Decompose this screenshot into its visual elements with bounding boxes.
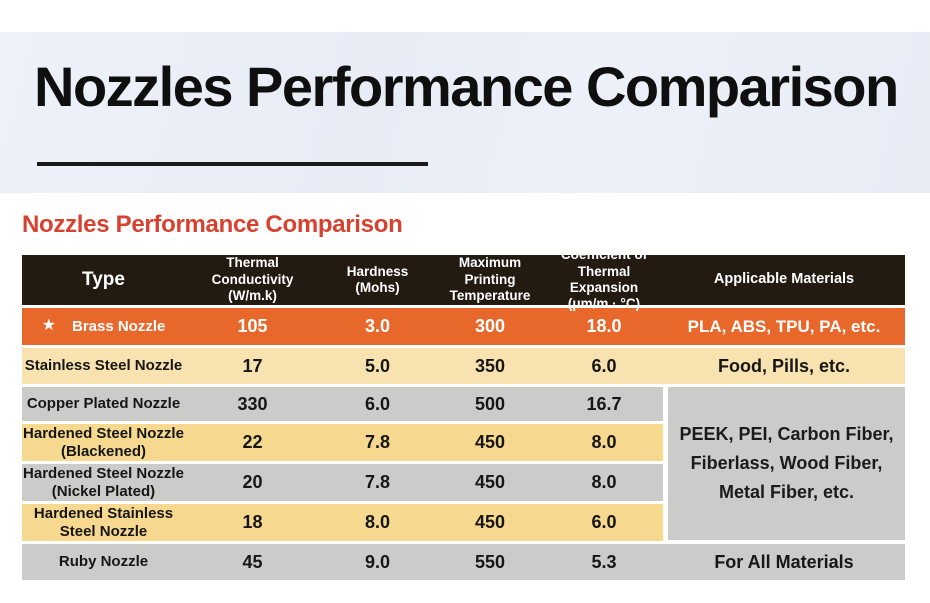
cell-hardness: 8.0	[320, 504, 435, 541]
nozzle-name: Brass Nozzle	[71, 317, 166, 335]
cell-type: ★ Brass Nozzle	[22, 308, 185, 345]
cell-thermal-conductivity: 17	[242, 355, 263, 376]
cell-thermal-conductivity: 105	[237, 316, 268, 336]
hero-banner: Nozzles Performance Comparison	[0, 32, 930, 193]
comparison-table: Type Thermal Conductivity (W/m.k) Hardne…	[22, 247, 905, 580]
cell-max-printing-temperature: 450	[435, 464, 545, 501]
cell-max-printing-temperature: 450	[435, 424, 545, 461]
col-header-thermal-conductivity: Thermal Conductivity (W/m.k)	[211, 255, 294, 304]
cell-coefficient: 5.3	[591, 551, 617, 572]
table-row-stainless-steel-nozzle: Stainless Steel Nozzle 17 5.0 350 6.0 Fo…	[22, 348, 905, 384]
table-row-hardened-stainless-steel-nozzle: Hardened Stainless Steel Nozzle 18 8.0 4…	[22, 504, 905, 541]
cell-max-printing-temperature: 500	[435, 387, 545, 421]
merged-applicable-materials-cell: PEEK, PEI, Carbon Fiber, Fiberlass, Wood…	[668, 387, 905, 540]
title-underline	[37, 162, 428, 166]
cell-hardness: 7.8	[320, 464, 435, 501]
cell-type: Hardened Steel Nozzle (Blackened)	[22, 424, 185, 461]
cell-thermal-conductivity: 20	[185, 464, 320, 501]
cell-type: Stainless Steel Nozzle	[24, 357, 183, 375]
cell-max-printing-temperature: 300	[474, 316, 506, 336]
cell-type: Hardened Steel Nozzle (Nickel Plated)	[22, 464, 185, 501]
table-header-row: Type Thermal Conductivity (W/m.k) Hardne…	[22, 247, 905, 312]
cell-coefficient: 8.0	[545, 424, 663, 461]
hero-title: Nozzles Performance Comparison	[34, 55, 899, 118]
cell-coefficient: 8.0	[545, 464, 663, 501]
star-icon: ★	[41, 316, 56, 334]
table-row-brass-nozzle: ★ Brass Nozzle 105 3.0 300 18.0 PLA, ABS…	[22, 308, 905, 345]
col-header-type: Type	[82, 269, 125, 291]
table-row-hardened-steel-nozzle-blackened: Hardened Steel Nozzle (Blackened) 22 7.8…	[22, 424, 905, 461]
col-header-max-printing-temperature: Maximum Printing Temperature	[449, 255, 531, 304]
cell-thermal-conductivity: 18	[185, 504, 320, 541]
cell-coefficient: 18.0	[586, 316, 622, 336]
cell-coefficient: 6.0	[545, 504, 663, 541]
cell-hardness: 7.8	[320, 424, 435, 461]
table-row-ruby-nozzle: Ruby Nozzle 45 9.0 550 5.3 For All Mater…	[22, 544, 905, 580]
cell-coefficient: 16.7	[545, 387, 663, 421]
cell-thermal-conductivity: 45	[242, 551, 263, 572]
cell-max-printing-temperature: 550	[474, 551, 506, 572]
cell-hardness: 5.0	[364, 355, 391, 376]
table-row-hardened-steel-nozzle-nickel-plated: Hardened Steel Nozzle (Nickel Plated) 20…	[22, 464, 905, 501]
cell-type: Hardened Stainless Steel Nozzle	[22, 504, 185, 541]
cell-applicable-materials: For All Materials	[714, 551, 854, 572]
col-header-applicable-materials: Applicable Materials	[713, 271, 855, 288]
cell-max-printing-temperature: 350	[474, 355, 506, 376]
table-row-copper-plated-nozzle: Copper Plated Nozzle 330 6.0 500 16.7	[22, 387, 905, 421]
cell-thermal-conductivity: 22	[185, 424, 320, 461]
cell-thermal-conductivity: 330	[185, 387, 320, 421]
cell-type: Ruby Nozzle	[58, 553, 149, 571]
cell-max-printing-temperature: 450	[435, 504, 545, 541]
cell-coefficient: 6.0	[591, 355, 617, 376]
col-header-coefficient-thermal-expansion: Coefficient of Thermal Expansion (μm/m ·…	[560, 247, 648, 312]
cell-hardness: 6.0	[320, 387, 435, 421]
cell-hardness: 3.0	[364, 316, 391, 336]
cell-hardness: 9.0	[364, 551, 391, 572]
cell-applicable-materials: PLA, ABS, TPU, PA, etc.	[687, 316, 881, 336]
cell-applicable-materials: Food, Pills, etc.	[717, 355, 851, 376]
col-header-hardness: Hardness (Mohs)	[346, 263, 409, 295]
cell-type: Copper Plated Nozzle	[22, 387, 185, 421]
section-title: Nozzles Performance Comparison	[22, 211, 403, 238]
